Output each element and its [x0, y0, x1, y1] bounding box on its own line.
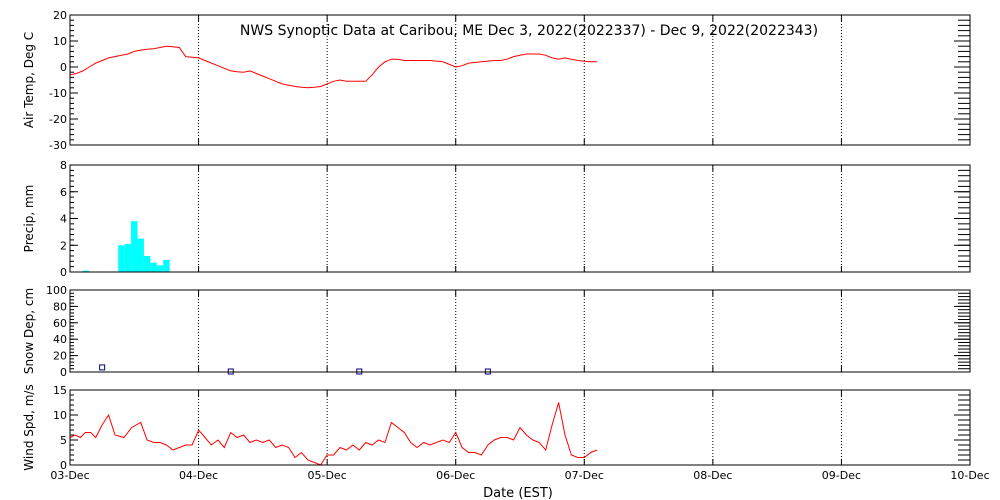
chart-title: NWS Synoptic Data at Caribou, ME Dec 3, … — [240, 23, 818, 39]
xtick-label: 04-Dec — [179, 469, 218, 482]
precip-bar — [82, 270, 90, 272]
wind-speed-ytick-label: 0 — [60, 459, 67, 472]
chart-panels: -30 -20 -10 0 10 20 Air Temp, Deg C 0 2 4 6 8 Precip… — [22, 9, 990, 482]
xtick-label: 09-Dec — [822, 469, 861, 482]
precip-frame — [69, 164, 971, 273]
snow-depth-ytick-label: 60 — [53, 317, 67, 330]
precip-ytick-label: 0 — [60, 266, 67, 279]
xtick-label: 05-Dec — [308, 469, 347, 482]
snow-depth-ytick-label: 80 — [53, 300, 67, 313]
precip-bar — [156, 265, 164, 272]
precip-bar — [150, 262, 157, 272]
wind-speed-frame — [69, 389, 971, 466]
precip-ylabel: Precip, mm — [22, 185, 36, 253]
precip-ytick-label: 6 — [60, 186, 67, 199]
precip-bar — [163, 259, 170, 272]
wind-speed-series-line — [69, 402, 598, 466]
air-temp-frame — [69, 14, 971, 146]
wind-speed-ytick-label: 10 — [53, 409, 67, 422]
air-temp-ytick-label: 10 — [53, 35, 67, 48]
air-temp-ytick-label: 20 — [53, 9, 67, 22]
precip-ytick-label: 2 — [60, 239, 67, 252]
precip-bar — [143, 255, 151, 272]
xtick-label: 07-Dec — [565, 469, 604, 482]
snow-depth-ylabel: Snow Dep, cm — [22, 288, 36, 374]
xtick-label: 08-Dec — [693, 469, 732, 482]
wind-speed-panel: 0 5 10 15 Wind Spd, m/s 03-Dec 04-Dec 05-Dec 06-… — [22, 384, 990, 482]
snow-depth-ytick-label: 100 — [46, 284, 67, 297]
precip-bar — [118, 245, 125, 272]
air-temp-series-line — [69, 45, 598, 89]
precip-ytick-label: 8 — [60, 159, 67, 172]
snow-depth-marker — [99, 364, 106, 371]
air-temp-ytick-label: 0 — [60, 61, 67, 74]
snow-depth-panel: 0 20 40 60 80 100 Snow Dep, cm — [22, 284, 971, 379]
precip-bar — [124, 243, 132, 272]
wind-speed-ylabel: Wind Spd, m/s — [22, 384, 36, 470]
precip-bar — [131, 221, 138, 272]
air-temp-panel: -30 -20 -10 0 10 20 Air Temp, Deg C — [22, 9, 971, 152]
air-temp-ytick-label: -10 — [49, 87, 67, 100]
snow-depth-frame — [69, 289, 971, 373]
air-temp-ytick-label: -20 — [49, 113, 67, 126]
precip-panel: 0 2 4 6 8 Precip, mm — [22, 159, 971, 279]
xtick-label: 06-Dec — [436, 469, 475, 482]
xtick-label: 03-Dec — [50, 469, 89, 482]
x-axis-label: Date (EST) — [483, 486, 553, 500]
snow-depth-ytick-label: 0 — [60, 366, 67, 379]
snow-depth-ytick-label: 20 — [53, 350, 67, 363]
air-temp-ylabel: Air Temp, Deg C — [22, 32, 36, 128]
precip-bar — [137, 238, 144, 272]
wind-speed-ytick-label: 5 — [60, 434, 67, 447]
snow-depth-ytick-label: 40 — [53, 333, 67, 346]
xtick-label: 10-Dec — [950, 469, 989, 482]
wind-speed-ytick-label: 15 — [53, 384, 67, 397]
precip-ytick-label: 4 — [60, 213, 67, 226]
air-temp-ytick-label: -30 — [49, 139, 67, 152]
